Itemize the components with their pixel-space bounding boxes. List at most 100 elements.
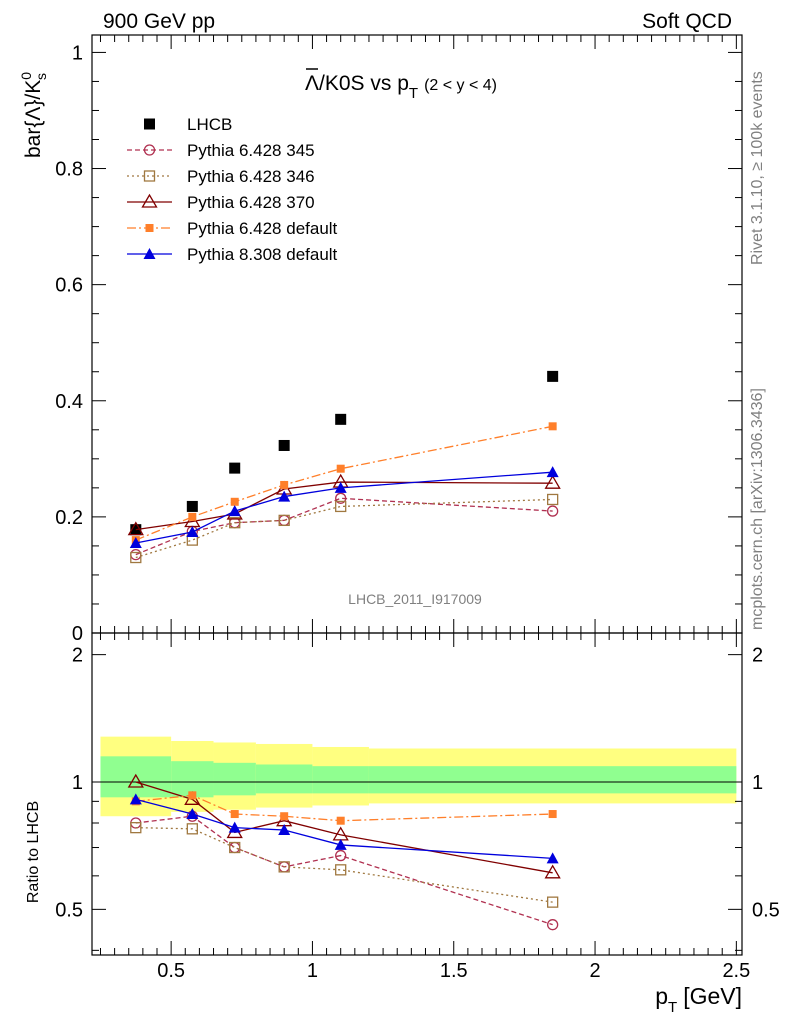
- ratio-point-p8def: [129, 793, 142, 805]
- x-axis-label-sub: T: [668, 999, 677, 1016]
- top-point-p6def: [230, 497, 239, 506]
- top-point-data: [547, 370, 559, 382]
- top-y-tick-label: 0: [72, 623, 83, 645]
- header-left-label: 900 GeV pp: [103, 10, 215, 33]
- ratio-point-p6def: [280, 812, 289, 821]
- legend-label-data: LHCB: [187, 115, 232, 134]
- ratio-point-p8def: [546, 852, 559, 864]
- top-point-data: [229, 462, 241, 474]
- top-plot-series: [127, 370, 561, 564]
- svg-text:Λ/K0S vs pT(2 < y < 4): Λ/K0S vs pT (2 < y < 4): [305, 72, 497, 102]
- top-point-p8def: [546, 466, 559, 478]
- ratio-band-inner: [312, 766, 369, 794]
- ratio-point-p346: [278, 861, 290, 873]
- top-point-data: [278, 439, 290, 451]
- ratio-point-p8def: [278, 824, 291, 836]
- top-y-tick-label: 1: [72, 42, 83, 64]
- top-point-p8def: [129, 537, 142, 549]
- mcplots-label: mcplots.cern.ch [arXiv:1306.3436]: [749, 388, 766, 630]
- plot-title-range: (2 < y < 4): [424, 77, 497, 94]
- ratio-point-p345: [335, 849, 347, 862]
- ratio-point-p8def: [334, 838, 347, 850]
- ratio-line-p6def: [135, 794, 553, 822]
- top-y-axis-label-main: bar{Λ}/K: [22, 80, 45, 158]
- legend-label-p370: Pythia 6.428 370: [187, 193, 315, 212]
- x-tick-label: 1.5: [440, 960, 468, 982]
- rivet-version-label: Rivet 3.1.10, ≥ 100k events: [749, 71, 766, 265]
- top-point-p345: [335, 492, 347, 504]
- ratio-y-tick-label-right: 0.5: [752, 899, 780, 921]
- top-y-tick-label: 0.2: [55, 507, 83, 529]
- ratio-plot-series: [127, 773, 561, 931]
- top-line-p6def: [135, 425, 553, 541]
- ratio-y-tick-label-right: 2: [752, 645, 763, 667]
- ratio-band-inner: [368, 766, 737, 794]
- top-series-p8def: [129, 466, 559, 549]
- legend-entry-p8def: Pythia 8.308 default: [127, 245, 338, 264]
- top-point-p6def: [548, 422, 557, 431]
- ratio-point-p346: [186, 823, 198, 835]
- top-series-data: [130, 370, 559, 536]
- top-series-p345: [130, 492, 559, 561]
- legend-entry-p370: Pythia 6.428 370: [127, 193, 315, 212]
- x-axis-label: pT [GeV]: [655, 983, 742, 1016]
- top-line-p8def: [135, 471, 553, 544]
- ratio-point-p345: [229, 841, 241, 854]
- ratio-point-p6def: [188, 791, 197, 800]
- legend-label-p346: Pythia 6.428 346: [187, 167, 315, 186]
- top-y-axis-label: bar{Λ}/K0s: [18, 72, 49, 158]
- top-y-tick-label: 0.8: [55, 159, 83, 181]
- top-y-axis-label-sup: 0: [18, 72, 34, 80]
- legend-marker-p346: [143, 170, 156, 182]
- legend-entry-p6def: Pythia 6.428 default: [127, 219, 338, 238]
- legend-entry-p346: Pythia 6.428 346: [127, 167, 315, 186]
- plot-frames: [91, 34, 743, 956]
- legend-marker-p370: [141, 193, 158, 208]
- ratio-point-p6def: [336, 816, 345, 825]
- ratio-point-p370: [544, 864, 561, 879]
- ratio-y-tick-label-left: 2: [72, 645, 83, 667]
- top-point-p345: [547, 505, 559, 517]
- plot-title: Λ/K0S vs pT (2 < y < 4): [305, 68, 497, 102]
- ratio-y-tick-label-left: 0.5: [55, 899, 83, 921]
- top-point-p346: [335, 500, 347, 513]
- ratio-point-p8def: [186, 808, 199, 820]
- plot-title-main: Λ/K0S vs p: [305, 72, 409, 95]
- top-point-p370: [544, 474, 561, 489]
- x-axis-label-main: p: [655, 983, 668, 1009]
- x-tick-label: 0.5: [157, 960, 185, 982]
- x-tick-label: 2.5: [722, 960, 750, 982]
- top-point-data: [335, 413, 347, 425]
- ratio-point-p370: [127, 773, 144, 788]
- ratio-line-p8def: [135, 798, 553, 859]
- ratio-y-tick-label-right: 1: [752, 772, 763, 794]
- legend-label-p8def: Pythia 8.308 default: [187, 245, 338, 264]
- legend-marker-p6def: [145, 224, 154, 232]
- ratio-band-inner: [213, 762, 256, 796]
- top-y-tick-label: 0.4: [55, 391, 83, 413]
- top-point-p8def: [186, 525, 199, 537]
- ratio-band-inner: [100, 756, 172, 798]
- legend-marker-p345: [143, 144, 156, 156]
- ratio-y-tick-label-left: 1: [72, 772, 83, 794]
- top-point-p346: [229, 517, 241, 529]
- x-tick-label: 2: [589, 960, 600, 982]
- top-line-p345: [135, 497, 553, 556]
- ratio-uncertainty-bands: [100, 736, 737, 817]
- ratio-band-inner: [255, 764, 313, 794]
- analysis-watermark: LHCB_2011_I917009: [348, 591, 482, 607]
- top-point-p370: [127, 521, 144, 536]
- x-tick-label: 1: [307, 960, 318, 982]
- top-point-p8def: [278, 490, 291, 502]
- top-point-p8def: [334, 481, 347, 493]
- x-axis-label-unit: [GeV]: [683, 983, 742, 1009]
- ratio-point-p346: [229, 841, 241, 854]
- top-point-p346: [130, 551, 142, 564]
- ratio-point-p6def: [548, 810, 557, 819]
- plot-title-sub: T: [409, 85, 418, 102]
- top-point-p6def: [188, 512, 197, 521]
- ratio-point-p345: [547, 919, 559, 931]
- ratio-point-p8def: [228, 821, 241, 833]
- legend-label-p6def: Pythia 6.428 default: [187, 219, 338, 238]
